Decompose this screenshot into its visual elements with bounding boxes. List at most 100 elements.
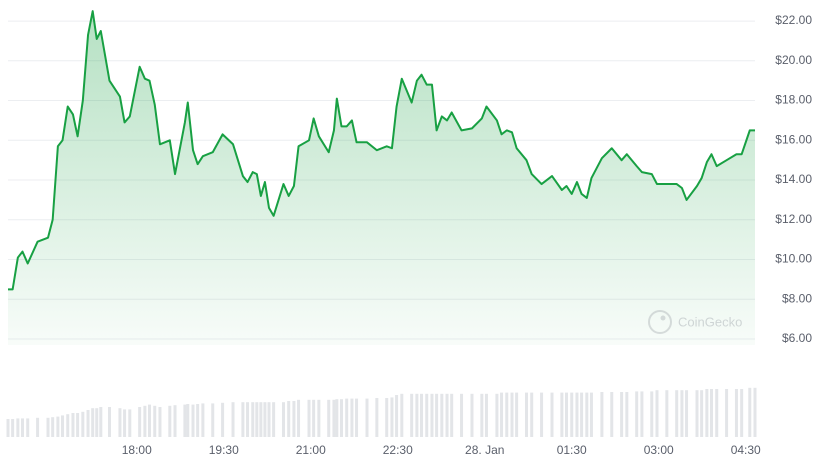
volume-bar	[450, 393, 454, 437]
volume-bar	[655, 390, 659, 437]
volume-bar	[635, 391, 639, 437]
x-tick-label: 18:00	[122, 443, 152, 457]
volume-bar	[143, 405, 147, 437]
volume-bar	[524, 392, 528, 437]
volume-bar	[700, 390, 704, 437]
volume-bar	[259, 402, 263, 437]
x-tick-label: 28. Jan	[465, 443, 504, 457]
volume-bar	[430, 393, 434, 437]
volume-bar	[201, 403, 205, 437]
y-tick-label: $14.00	[775, 172, 812, 186]
volume-bar	[355, 398, 359, 437]
volume-bar	[327, 399, 331, 437]
volume-bar	[565, 392, 569, 437]
volume-bar	[585, 392, 589, 437]
volume-bar	[415, 393, 419, 437]
volume-bar	[272, 402, 276, 437]
volume-bar	[186, 404, 190, 437]
volume-bar	[480, 393, 484, 437]
volume-bar	[51, 417, 55, 437]
volume-bar	[625, 392, 629, 437]
volume-bar	[56, 416, 60, 437]
volume-bar	[510, 392, 514, 437]
volume-bar	[610, 392, 614, 437]
volume-bar	[695, 390, 699, 437]
volume-bar	[445, 393, 449, 437]
price-line	[8, 10, 755, 291]
volume-bar	[317, 399, 321, 437]
y-tick-label: $16.00	[775, 132, 812, 146]
volume-bar	[650, 391, 654, 437]
volume-bar	[66, 414, 70, 437]
volume-bar	[339, 399, 343, 437]
volume-bar	[390, 397, 394, 437]
x-tick-label: 01:30	[557, 443, 587, 457]
volume-bar	[435, 393, 439, 437]
volume-bar	[332, 399, 336, 437]
volume-bar	[675, 390, 679, 437]
volume-bar	[410, 393, 414, 437]
y-tick-label: $20.00	[775, 53, 812, 67]
y-tick-label: $18.00	[775, 93, 812, 107]
volume-bar	[191, 404, 195, 437]
volume-bar	[560, 392, 564, 437]
x-tick-label: 03:00	[644, 443, 674, 457]
volume-bar	[395, 395, 399, 437]
volume-bar	[665, 390, 669, 437]
watermark-text: CoinGecko	[678, 314, 742, 329]
volume-bar	[505, 392, 509, 437]
x-tick-label: 22:30	[383, 443, 413, 457]
volume-bar	[470, 393, 474, 437]
volume-bar	[81, 411, 85, 437]
volume-bar	[26, 418, 30, 437]
volume-bar	[580, 392, 584, 437]
volume-bar	[530, 392, 534, 437]
volume-bar	[36, 417, 40, 437]
volume-bar	[753, 387, 757, 437]
volume-bar	[440, 393, 444, 437]
volume-bar	[685, 390, 689, 437]
volume-bar	[246, 402, 250, 437]
volume-bar	[123, 409, 127, 437]
volume-bar	[575, 392, 579, 437]
x-tick-label: 19:30	[209, 443, 239, 457]
volume-bar	[173, 405, 177, 437]
volume-bar	[312, 399, 316, 437]
volume-bar	[385, 398, 389, 437]
volume-bar	[241, 402, 245, 437]
volume-bar	[734, 389, 738, 437]
volume-bar	[11, 419, 15, 437]
volume-bar	[680, 390, 684, 437]
volume-bar	[420, 393, 424, 437]
volume-bar	[307, 399, 311, 437]
volume-bar	[710, 389, 714, 437]
volume-bar	[263, 402, 267, 437]
volume-bar	[107, 407, 111, 437]
volume-bar	[515, 392, 519, 437]
y-tick-label: $22.00	[775, 13, 812, 27]
volume-bar	[640, 391, 644, 437]
volume-bar	[118, 408, 122, 437]
volume-bar	[600, 392, 604, 437]
volume-bar	[128, 409, 132, 437]
volume-bar	[196, 404, 200, 437]
volume-bar	[335, 399, 339, 437]
volume-bar	[138, 407, 142, 437]
volume-bar	[251, 402, 255, 437]
volume-bar	[570, 392, 574, 437]
volume-bar	[425, 393, 429, 437]
volume-bar	[95, 408, 99, 437]
price-area	[8, 11, 755, 345]
volume-bar	[153, 405, 157, 437]
volume-bar	[748, 387, 752, 437]
volume-bar	[267, 402, 271, 437]
volume-bar	[375, 398, 379, 437]
volume-bar	[99, 407, 103, 437]
volume-bar	[705, 389, 709, 437]
volume-bar	[183, 404, 187, 437]
y-tick-label: $6.00	[782, 331, 812, 345]
volume-bar	[168, 405, 172, 437]
volume-bar	[500, 392, 504, 437]
